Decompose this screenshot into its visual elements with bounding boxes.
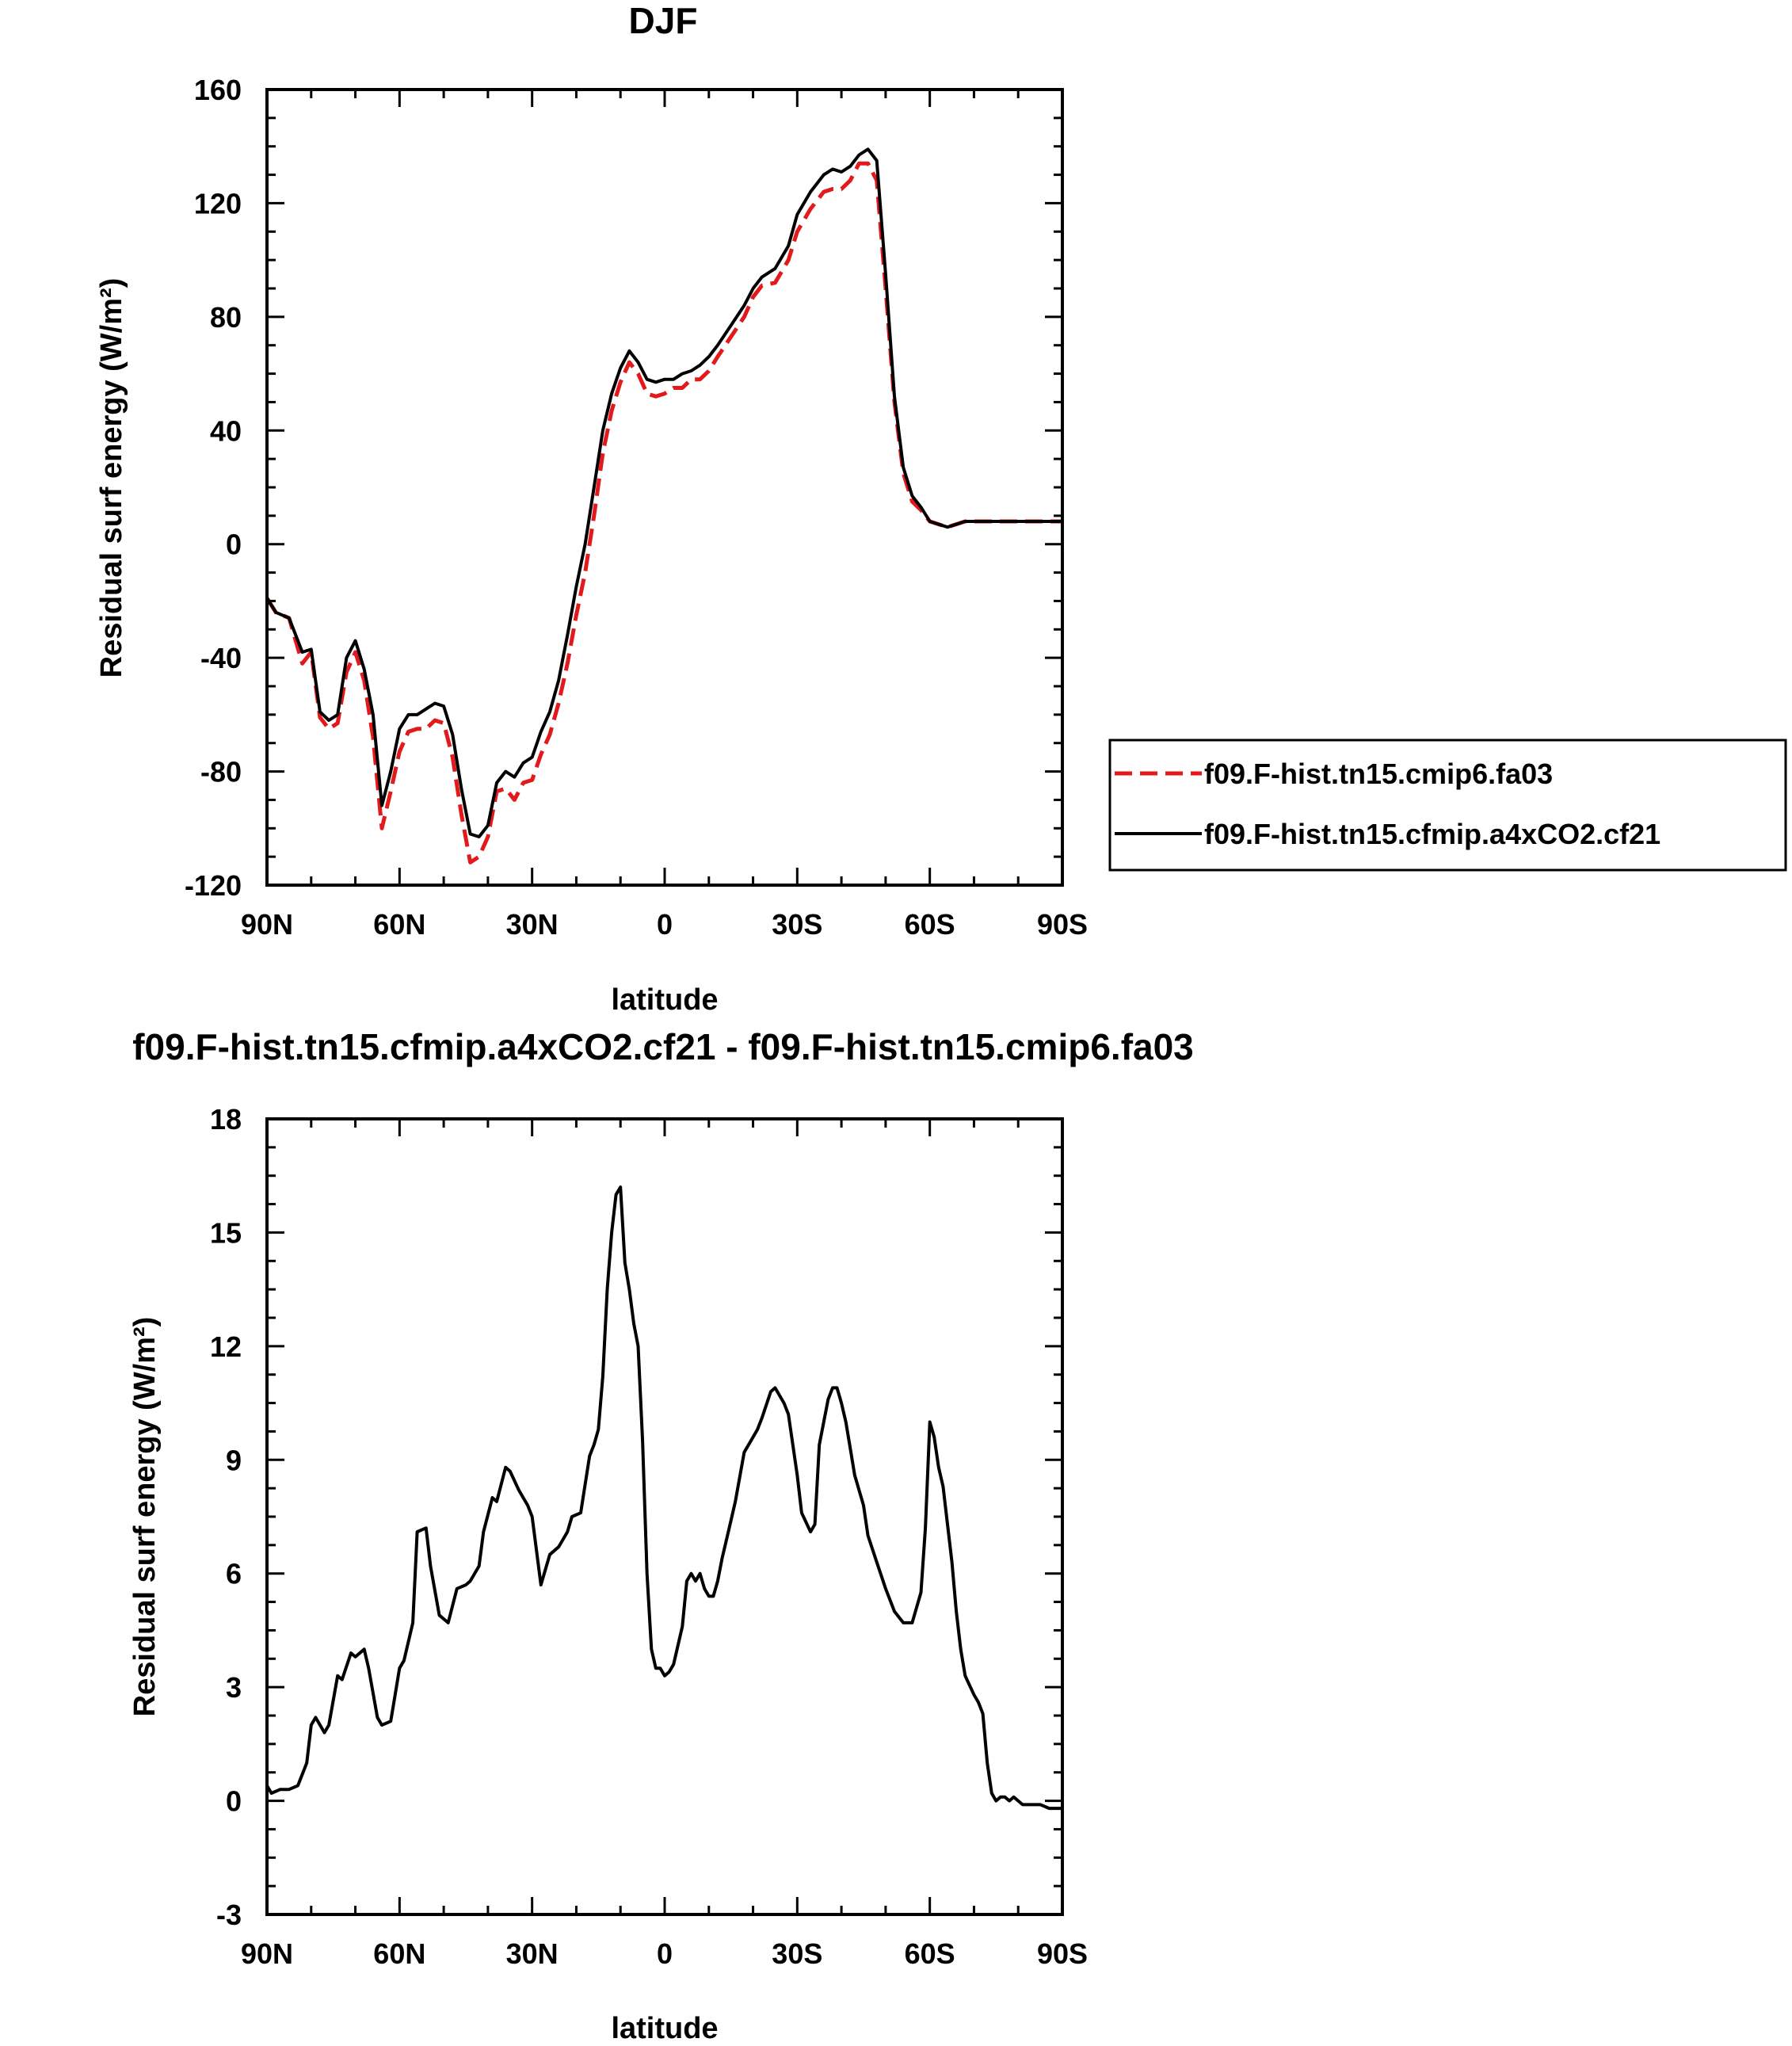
y-tick-label: 120 (194, 187, 242, 219)
series-line-1 (265, 161, 1062, 865)
top-plot-frame (265, 88, 1064, 887)
y-tick-label: 18 (210, 1103, 242, 1136)
bottom-chart: f09.F-hist.tn15.cfmip.a4xCO2.cf21 - f09.… (128, 1026, 1194, 2045)
top-y-axis-label: Residual surf energy (W/m²) (95, 278, 128, 678)
bottom-chart-title: f09.F-hist.tn15.cfmip.a4xCO2.cf21 - f09.… (132, 1026, 1194, 1067)
x-tick-label: 60N (373, 908, 425, 941)
x-tick-label: 90N (241, 1937, 293, 1970)
bottom-plot-frame (265, 1117, 1064, 1916)
x-tick-label: 90N (241, 908, 293, 941)
y-tick-label: 12 (210, 1330, 242, 1363)
top-x-axis-label: latitude (611, 983, 718, 1017)
x-tick-label: 90S (1037, 908, 1088, 941)
x-tick-label: 60S (905, 908, 955, 941)
x-tick-label: 30S (772, 1937, 822, 1970)
series-line-1 (265, 1185, 1062, 1811)
y-tick-label: 160 (194, 74, 242, 106)
y-tick-label: 15 (210, 1216, 242, 1249)
legend-entry-2: f09.F-hist.tn15.cfmip.a4xCO2.cf21 (1204, 818, 1660, 850)
x-tick-label: 60S (905, 1937, 955, 1970)
y-tick-label: -3 (216, 1899, 242, 1931)
x-tick-label: 60N (373, 1937, 425, 1970)
y-tick-label: -120 (185, 869, 242, 902)
y-tick-label: 0 (226, 1785, 242, 1818)
series-line-2 (265, 147, 1062, 838)
top-chart: DJF 90N 60N 30N 0 30S 60S 90S -120 -80 -40 0 40 80 12… (95, 0, 1787, 1017)
y-tick-label: -40 (200, 642, 242, 674)
y-tick-label: 40 (210, 414, 242, 447)
bottom-y-axis-label: Residual surf energy (W/m²) (128, 1317, 162, 1717)
bottom-x-axis-label: latitude (611, 2012, 718, 2045)
legend: f09.F-hist.tn15.cmip6.fa03 f09.F-hist.tn… (1108, 739, 1787, 872)
x-tick-label: 30N (506, 1937, 559, 1970)
y-tick-label: 6 (226, 1558, 242, 1590)
y-tick-label: -80 (200, 756, 242, 788)
x-tick-label: 90S (1037, 1937, 1088, 1970)
x-tick-label: 0 (657, 1937, 673, 1970)
y-tick-label: 3 (226, 1671, 242, 1704)
legend-box (1108, 739, 1787, 872)
x-tick-label: 30N (506, 908, 559, 941)
y-tick-label: 9 (226, 1444, 242, 1476)
y-tick-label: 80 (210, 301, 242, 334)
legend-entry-1: f09.F-hist.tn15.cmip6.fa03 (1204, 758, 1553, 790)
x-tick-label: 30S (772, 908, 822, 941)
y-tick-label: 0 (226, 529, 242, 561)
x-tick-label: 0 (657, 908, 673, 941)
top-chart-title: DJF (629, 0, 698, 41)
